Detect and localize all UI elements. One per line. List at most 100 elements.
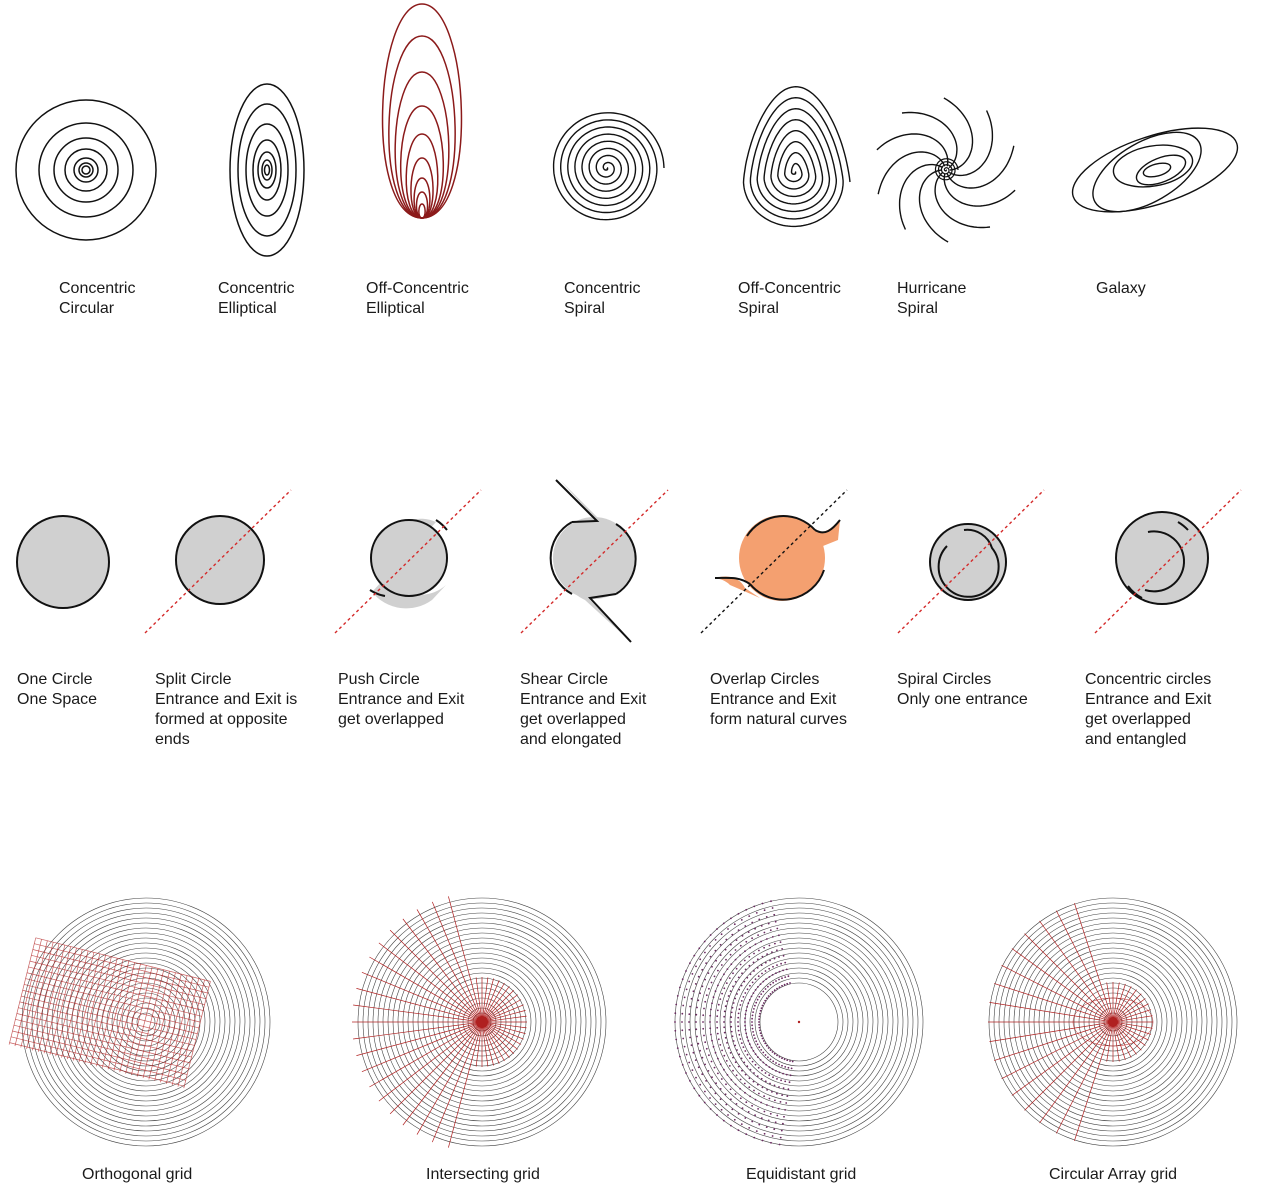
grid-point — [788, 1081, 791, 1084]
grid-point — [773, 1084, 776, 1087]
upper-arc — [746, 515, 816, 537]
row3-figures — [8, 896, 1238, 1148]
radial-line — [1112, 993, 1142, 1023]
entrance-arc — [435, 519, 448, 531]
grid-point — [730, 1030, 733, 1033]
radial-line — [431, 901, 483, 1023]
grid-point — [772, 1076, 774, 1079]
grid-point — [778, 978, 780, 981]
grid-point — [769, 959, 771, 962]
figure-galaxy — [1071, 127, 1239, 213]
grid-point — [712, 996, 715, 999]
grid-point — [768, 1097, 771, 1100]
grid-point — [762, 1002, 765, 1004]
radial-line — [402, 918, 483, 1023]
circle-space — [370, 519, 448, 597]
grid-point — [744, 992, 747, 994]
grid-point — [716, 928, 718, 930]
grid-point — [778, 1056, 781, 1058]
grid-point — [764, 1042, 767, 1045]
grid-point — [704, 1063, 706, 1066]
figure-one-circle — [16, 515, 110, 609]
lattice-line — [10, 1036, 186, 1081]
label-line: Spiral — [897, 300, 938, 317]
grid-point — [779, 1101, 782, 1103]
label-line: Entrance and Exit is — [155, 691, 298, 708]
grid-point — [751, 1060, 754, 1063]
grid-point — [770, 900, 772, 903]
figure-split-circle — [144, 489, 292, 634]
grid-point — [727, 928, 729, 930]
label-line: Galaxy — [1096, 280, 1146, 297]
radial-line — [1112, 1021, 1149, 1041]
lower-blade — [587, 593, 632, 643]
grid-point — [709, 955, 712, 958]
radial-line — [993, 1021, 1114, 1061]
grid-point — [790, 1067, 793, 1070]
axis-dashed-line — [700, 489, 848, 634]
radial-line — [481, 978, 494, 1023]
grid-point — [745, 1101, 748, 1104]
grid-ring — [684, 907, 914, 1137]
grid-ring — [61, 937, 231, 1107]
grid-point — [699, 958, 702, 961]
grid-point — [749, 1068, 752, 1071]
grid-point — [746, 1006, 748, 1008]
grid-point — [735, 1074, 738, 1077]
grid-point — [697, 1066, 700, 1069]
grid-point — [771, 1091, 773, 1093]
grid-point — [759, 983, 762, 985]
label-line: and elongated — [520, 731, 622, 748]
grid-point — [786, 1095, 789, 1097]
grid-point — [702, 1027, 705, 1030]
grid-point — [730, 963, 733, 966]
grid-point — [695, 965, 697, 968]
grid-point — [732, 985, 734, 988]
label-concentric-circular: Concentric Circular — [59, 279, 135, 319]
grid-point — [749, 1057, 751, 1060]
radial-line — [1106, 982, 1114, 1023]
radial-line — [361, 971, 483, 1023]
grid-point — [789, 1074, 792, 1077]
grid-ring — [739, 962, 859, 1082]
grid-point — [753, 952, 755, 955]
grid-point — [739, 954, 741, 957]
grid-point — [744, 1021, 746, 1023]
grid-point — [760, 964, 763, 967]
grid-point — [757, 1066, 760, 1069]
grid-point — [756, 967, 759, 969]
label-line: Concentric — [59, 280, 136, 297]
grid-point — [759, 1012, 761, 1015]
grid-point — [730, 943, 732, 946]
grid-point — [709, 945, 711, 947]
grid-point — [746, 976, 749, 979]
grid-point — [748, 1077, 751, 1080]
grid-point — [742, 996, 745, 998]
grid-point — [744, 1050, 747, 1052]
label-line: get overlapped — [338, 711, 444, 728]
grid-point — [769, 1082, 771, 1085]
grid-point — [774, 942, 776, 945]
grid-point — [787, 1066, 790, 1069]
grid-point — [741, 972, 743, 975]
grid-point — [740, 1000, 743, 1002]
grid-point — [735, 939, 738, 941]
grid-point — [791, 1060, 794, 1063]
grid-point — [782, 1072, 784, 1075]
label-line: Split Circle — [155, 671, 232, 688]
radial-line — [1112, 983, 1126, 1023]
grid-point — [704, 1000, 707, 1003]
grid-point — [752, 1031, 754, 1033]
grid-point — [780, 962, 782, 965]
label-line: ends — [155, 731, 190, 748]
grid-point — [764, 988, 767, 990]
label-line: form natural curves — [710, 711, 847, 728]
label-hurricane-spiral: Hurricane Spiral — [897, 279, 966, 319]
grid-point — [768, 1074, 771, 1077]
axis-dashed-line — [144, 489, 292, 634]
grid-point — [758, 1026, 761, 1029]
grid-point — [759, 1059, 762, 1061]
label-line: get overlapped — [520, 711, 626, 728]
grid-ring — [51, 927, 241, 1117]
grid-point — [725, 1060, 728, 1062]
